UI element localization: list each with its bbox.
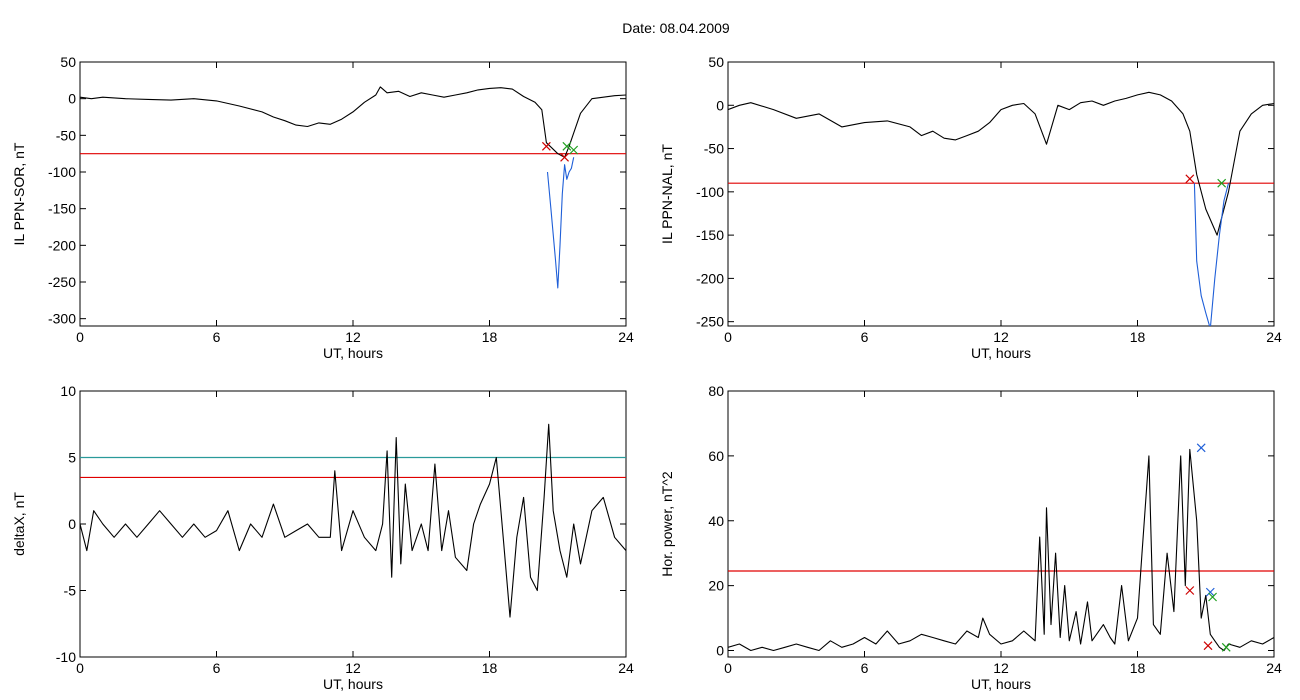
y-tick-label: -50 bbox=[56, 127, 76, 143]
series-line-1 bbox=[1193, 183, 1230, 326]
cross-marker bbox=[1196, 443, 1206, 453]
x-tick-label: 0 bbox=[724, 660, 732, 676]
y-tick-label: 0 bbox=[716, 643, 724, 659]
y-tick-label: -250 bbox=[48, 274, 76, 290]
y-tick-label: -150 bbox=[48, 201, 76, 217]
x-tick-label: 12 bbox=[345, 660, 361, 676]
x-tick-label: 24 bbox=[1266, 329, 1282, 345]
x-tick-label: 18 bbox=[482, 329, 498, 345]
x-tick-label: 12 bbox=[993, 660, 1009, 676]
plot-frame bbox=[727, 390, 1275, 658]
x-tick-label: 0 bbox=[76, 660, 84, 676]
y-axis-label: Hor. power, nT^2 bbox=[659, 471, 675, 577]
cross-marker bbox=[1208, 592, 1217, 602]
series-line-0 bbox=[728, 91, 1274, 236]
y-tick-label: 50 bbox=[60, 54, 76, 70]
y-tick-label: -200 bbox=[48, 237, 76, 253]
x-tick-label: 24 bbox=[618, 660, 634, 676]
cross-marker bbox=[1221, 642, 1231, 652]
y-tick-label: 5 bbox=[68, 450, 76, 466]
y-tick-label: 60 bbox=[708, 448, 724, 464]
chart-panel-bottom-left: 0 6 12 18 24 10 5 0 -5 -10 UT, hours deltaX, nT bbox=[11, 383, 634, 692]
x-tick-label: 6 bbox=[213, 329, 221, 345]
x-tick-label: 0 bbox=[76, 329, 84, 345]
plot-frame bbox=[79, 61, 627, 327]
x-tick-label: 6 bbox=[213, 660, 221, 676]
cross-marker bbox=[1205, 587, 1215, 597]
y-tick-label: -5 bbox=[64, 583, 77, 599]
series-line-0 bbox=[80, 86, 626, 158]
cross-marker bbox=[1203, 641, 1213, 651]
chart-panel-top-right: 0 6 12 18 24 50 0 -50 -100 -150 -200 -250 UT, hours I… bbox=[659, 54, 1282, 361]
cross-marker bbox=[1185, 586, 1195, 595]
series-line-1 bbox=[546, 157, 575, 289]
cross-marker bbox=[562, 141, 572, 151]
cross-marker bbox=[1185, 174, 1195, 184]
x-tick-label: 0 bbox=[724, 329, 732, 345]
y-axis-label: IL PPN-SOR, nT bbox=[11, 142, 27, 245]
y-axis-label: IL PPN-NAL, nT bbox=[659, 144, 675, 244]
x-tick-label: 12 bbox=[345, 329, 361, 345]
x-tick-label: 24 bbox=[1266, 660, 1282, 676]
x-tick-label: 18 bbox=[482, 660, 498, 676]
plot-area bbox=[728, 443, 1274, 652]
x-tick-label: 6 bbox=[861, 329, 869, 345]
x-axis-label: UT, hours bbox=[323, 676, 383, 692]
y-tick-label: 50 bbox=[708, 54, 724, 70]
plot-frame bbox=[727, 61, 1275, 327]
cross-marker bbox=[569, 145, 579, 155]
x-tick-label: 12 bbox=[993, 329, 1009, 345]
y-axis-label: deltaX, nT bbox=[11, 492, 27, 556]
y-tick-label: 0 bbox=[68, 91, 76, 107]
plot-area bbox=[80, 86, 626, 289]
y-tick-label: -150 bbox=[696, 227, 724, 243]
x-tick-label: 18 bbox=[1130, 329, 1146, 345]
y-tick-label: -50 bbox=[704, 141, 724, 157]
y-tick-label: -300 bbox=[48, 311, 76, 327]
series-line-0 bbox=[80, 423, 626, 618]
chart-panel-bottom-right: 0 6 12 18 24 80 60 40 20 0 UT, hours Hor. power, nT… bbox=[659, 383, 1282, 692]
plot-area bbox=[80, 423, 626, 618]
y-tick-label: -250 bbox=[696, 314, 724, 330]
series-line-0 bbox=[728, 448, 1274, 652]
plot-area bbox=[728, 91, 1274, 326]
cross-marker bbox=[1217, 178, 1227, 188]
figure-title: Date: 08.04.2009 bbox=[622, 20, 730, 36]
cross-marker bbox=[560, 152, 569, 162]
y-tick-label: -10 bbox=[56, 649, 76, 665]
x-axis-label: UT, hours bbox=[971, 676, 1031, 692]
y-tick-label: 40 bbox=[708, 513, 724, 529]
x-axis-label: UT, hours bbox=[323, 345, 383, 361]
x-tick-label: 18 bbox=[1130, 660, 1146, 676]
y-tick-label: 0 bbox=[68, 516, 76, 532]
y-tick-label: 0 bbox=[716, 97, 724, 113]
chart-panel-top-left: 0 6 12 18 24 50 0 -50 -100 -150 -200 -250 -300 UT, ho… bbox=[11, 54, 634, 361]
x-axis-label: UT, hours bbox=[971, 345, 1031, 361]
y-tick-label: 10 bbox=[60, 383, 76, 399]
plot-frame bbox=[79, 390, 627, 658]
y-tick-label: -100 bbox=[48, 164, 76, 180]
x-tick-label: 6 bbox=[861, 660, 869, 676]
y-tick-label: 20 bbox=[708, 578, 724, 594]
y-tick-label: -100 bbox=[696, 184, 724, 200]
x-tick-label: 24 bbox=[618, 329, 634, 345]
y-tick-label: 80 bbox=[708, 383, 724, 399]
cross-marker bbox=[541, 141, 551, 151]
y-tick-label: -200 bbox=[696, 270, 724, 286]
